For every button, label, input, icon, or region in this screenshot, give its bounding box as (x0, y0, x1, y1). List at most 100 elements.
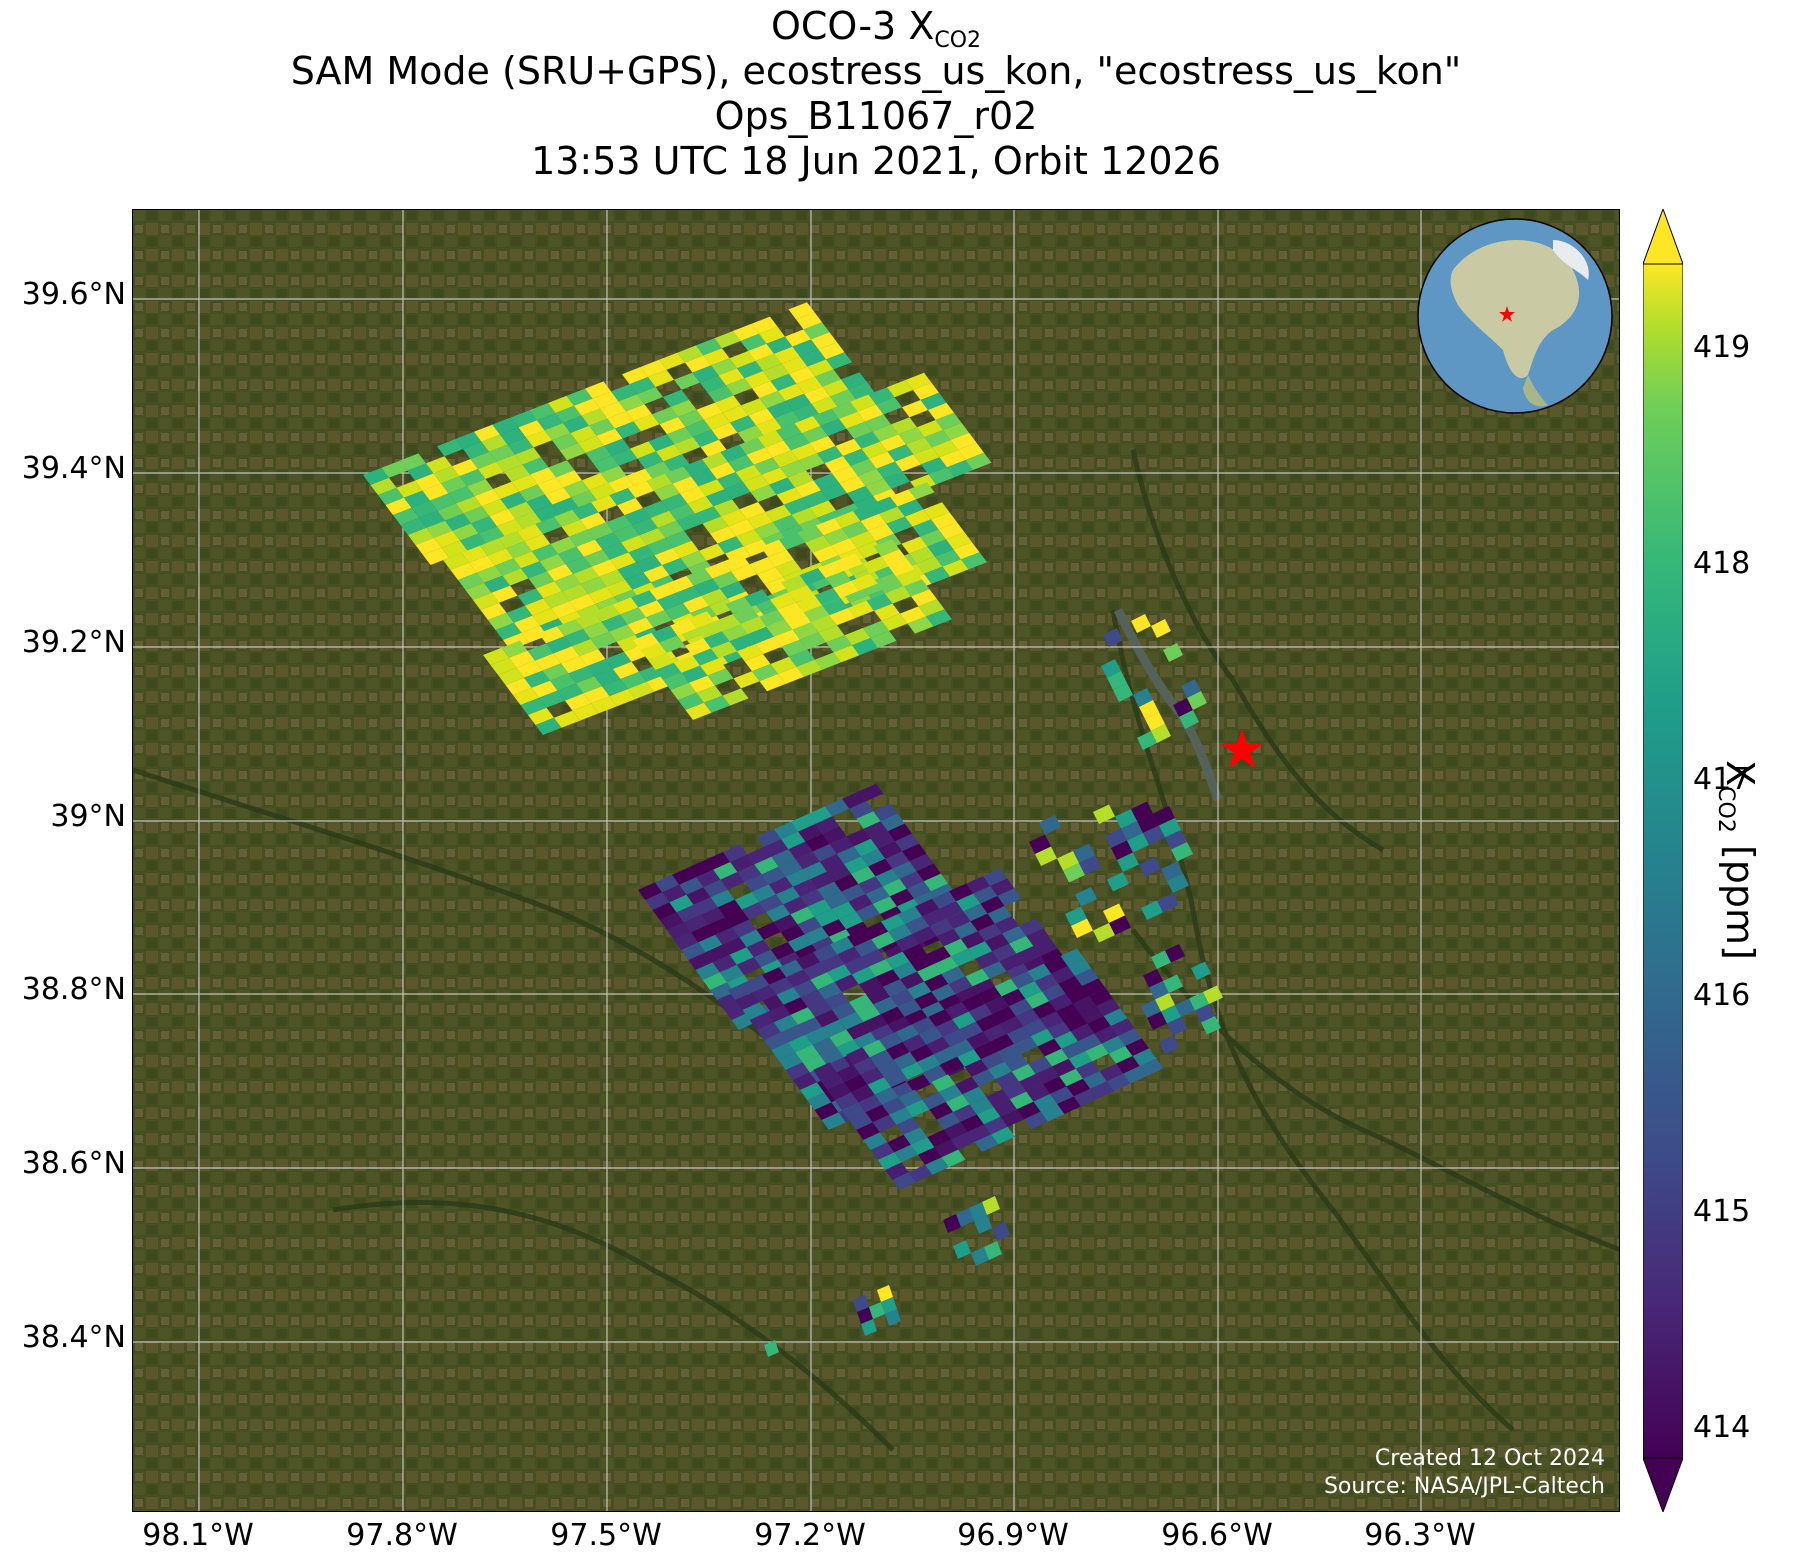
sounding-footprint (550, 673, 576, 691)
sounding-footprint (705, 944, 730, 963)
sounding-footprint (748, 626, 774, 644)
colorbar-tick-label: 416 (1693, 978, 1751, 1013)
sounding-footprint (542, 663, 569, 681)
sounding-footprint (768, 549, 794, 567)
sounding-footprint (841, 884, 866, 902)
sounding-footprint (955, 1076, 979, 1095)
sounding-footprint (1161, 1005, 1181, 1024)
sounding-footprint (793, 403, 819, 421)
sounding-footprint (1027, 963, 1052, 982)
sounding-footprint (720, 444, 747, 462)
lon-tick-label: 98.1°W (142, 1518, 254, 1553)
sounding-footprint (657, 593, 683, 611)
sounding-footprint (726, 378, 752, 396)
sounding-footprint (1077, 1033, 1102, 1052)
sounding-footprint (815, 816, 840, 834)
sounding-footprint (1023, 956, 1048, 974)
sounding-footprint (924, 566, 950, 584)
sounding-footprint (528, 707, 554, 725)
map-panel[interactable]: Created 12 Oct 2024 Source: NASA/JPL-Cal… (132, 209, 1620, 1512)
sounding-footprint (1133, 688, 1153, 707)
sounding-footprint (756, 1022, 781, 1040)
sounding-footprint (813, 944, 838, 962)
sounding-footprint (788, 841, 813, 860)
sounding-footprint (630, 441, 656, 459)
sounding-footprint (764, 1032, 789, 1050)
sounding-footprint (875, 868, 900, 887)
sounding-footprint (1044, 1048, 1069, 1067)
sounding-footprint (969, 1202, 987, 1221)
sounding-footprint (857, 1307, 873, 1324)
sounding-footprint (832, 1002, 857, 1020)
sounding-footprint (953, 921, 978, 939)
sounding-footprint (827, 1082, 852, 1100)
sounding-footprint (728, 982, 753, 1000)
sounding-footprint (487, 548, 514, 566)
sounding-footprint (800, 632, 826, 650)
sounding-footprint (825, 570, 852, 588)
sounding-footprint (865, 886, 890, 904)
sounding-footprint (537, 477, 564, 495)
sounding-footprint (589, 418, 615, 436)
sounding-footprint (706, 489, 732, 507)
sounding-footprint (672, 867, 697, 885)
sounding-footprint (820, 1072, 844, 1090)
sounding-footprint (740, 616, 767, 634)
sounding-footprint (768, 876, 793, 895)
colorbar-tick-label: 414 (1693, 1410, 1751, 1445)
sounding-footprint (1181, 679, 1201, 698)
sounding-footprint (1039, 815, 1061, 835)
sounding-footprint (858, 468, 884, 486)
sounding-footprint (626, 404, 652, 422)
sounding-footprint (655, 874, 680, 893)
sounding-footprint (1056, 1003, 1080, 1022)
sounding-footprint (422, 483, 449, 501)
sounding-footprint (802, 490, 829, 508)
sounding-footprint (781, 831, 806, 850)
sounding-footprint (759, 326, 785, 344)
sounding-footprint (448, 486, 475, 504)
sounding-footprint (703, 879, 728, 898)
sounding-footprint (861, 441, 888, 459)
sounding-footprint (1083, 1071, 1107, 1089)
sounding-footprint (999, 953, 1024, 972)
sounding-footprint (812, 844, 837, 862)
sounding-footprint (548, 395, 574, 413)
sounding-footprint (1085, 1043, 1109, 1062)
sounding-footprint (556, 470, 582, 488)
sounding-footprint (903, 1127, 928, 1145)
sounding-footprint (836, 1064, 861, 1083)
sounding-footprint (943, 938, 968, 957)
sounding-footprint (918, 1147, 942, 1165)
sounding-footprint (822, 1019, 847, 1038)
sounding-footprint (580, 512, 606, 530)
sounding-footprint (569, 594, 596, 612)
sounding-footprint (800, 889, 825, 907)
sounding-footprint (815, 1009, 840, 1028)
sounding-footprint (576, 539, 603, 557)
sounding-footprint (696, 621, 722, 639)
sounding-footprint (674, 655, 700, 673)
sounding-footprint (728, 519, 755, 537)
sounding-footprint (861, 1319, 877, 1336)
sounding-footprint (731, 564, 757, 582)
sounding-footprint (868, 387, 895, 405)
sounding-footprint (621, 535, 647, 553)
colorbar-tick-label: 417 (1693, 762, 1751, 797)
sounding-footprint (589, 483, 616, 501)
sounding-footprint (744, 371, 771, 389)
sounding-footprint (862, 1039, 887, 1058)
sounding-footprint (736, 957, 761, 975)
sounding-footprint (729, 634, 756, 652)
sounding-footprint (370, 477, 397, 495)
sounding-footprint (753, 949, 778, 968)
sounding-footprint (928, 402, 954, 420)
sounding-footprint (777, 602, 804, 620)
sounding-footprint (663, 672, 689, 690)
sounding-footprint (1057, 1096, 1081, 1114)
sounding-footprint (722, 937, 747, 955)
sounding-footprint (591, 696, 617, 714)
sounding-footprint (922, 908, 947, 927)
sounding-footprint (582, 473, 608, 491)
sounding-footprint (723, 554, 750, 572)
